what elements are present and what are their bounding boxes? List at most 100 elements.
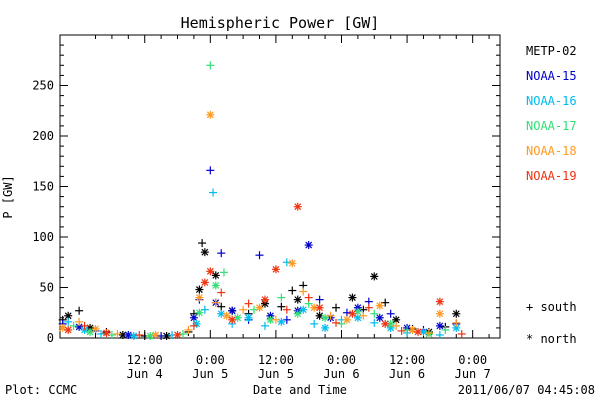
- data-point-noaa-19-south: [364, 303, 373, 312]
- data-point-noaa-16-north: [321, 323, 330, 332]
- data-point-noaa-17-south: [337, 319, 346, 328]
- data-point-noaa-15-south: [315, 295, 324, 304]
- data-point-noaa-17-north: [293, 309, 302, 318]
- data-point-metp-02-south: [75, 306, 84, 315]
- x-tick-time: 12:00: [389, 353, 425, 367]
- x-tick-date: Jun 7: [455, 367, 491, 381]
- data-point-noaa-19-south: [189, 321, 198, 330]
- x-tick-date: Jun 6: [323, 367, 359, 381]
- x-tick-time: 0:00: [196, 353, 225, 367]
- plot-timestamp: 2011/06/07 04:45:08: [458, 383, 595, 397]
- data-point-noaa-18-south: [359, 311, 368, 320]
- data-point-noaa-16-north: [129, 331, 138, 340]
- data-point-noaa-16-north: [299, 305, 308, 314]
- data-point-noaa-17-north: [211, 281, 220, 290]
- data-point-noaa-19-north: [173, 330, 182, 339]
- data-point-metp-02-north: [200, 248, 209, 257]
- data-point-noaa-18-south: [184, 325, 193, 334]
- data-point-noaa-18-south: [392, 321, 401, 330]
- x-tick-time: 12:00: [127, 353, 163, 367]
- data-point-noaa-18-south: [271, 315, 280, 324]
- data-point-noaa-18-north: [222, 311, 231, 320]
- data-point-noaa-17-south: [219, 268, 228, 277]
- data-point-noaa-19-north: [64, 325, 73, 334]
- data-point-noaa-15-south: [386, 309, 395, 318]
- data-point-noaa-18-south: [326, 311, 335, 320]
- data-point-noaa-16-north: [277, 317, 286, 326]
- plot-frame: [59, 34, 501, 339]
- data-point-noaa-16-south: [370, 318, 379, 327]
- data-point-metp-02-north: [162, 331, 171, 340]
- data-point-noaa-16-south: [310, 319, 319, 328]
- data-point-noaa-15-south: [255, 251, 264, 260]
- data-point-noaa-17-south: [206, 61, 215, 70]
- data-point-noaa-18-south: [239, 305, 248, 314]
- data-point-noaa-19-south: [244, 299, 253, 308]
- data-point-noaa-19-north: [293, 202, 302, 211]
- data-point-metp-02-north: [195, 285, 204, 294]
- data-point-noaa-19-south: [80, 321, 89, 330]
- data-point-noaa-19-north: [348, 309, 357, 318]
- data-point-noaa-18-south: [299, 287, 308, 296]
- data-point-noaa-18-south: [211, 298, 220, 307]
- data-point-noaa-18-north: [288, 259, 297, 268]
- data-point-noaa-19-north: [435, 297, 444, 306]
- data-point-noaa-19-north: [200, 278, 209, 287]
- data-point-metp-02-north: [370, 272, 379, 281]
- data-point-noaa-18-north: [255, 303, 264, 312]
- x-tick-date: Jun 5: [192, 367, 228, 381]
- y-tick-label: 50: [40, 281, 54, 295]
- x-axis-label: Date and Time: [253, 383, 347, 397]
- data-point-noaa-17-south: [277, 293, 286, 302]
- data-point-noaa-18-north: [342, 315, 351, 324]
- data-point-noaa-16-south: [209, 188, 218, 197]
- data-point-noaa-15-north: [124, 330, 133, 339]
- data-point-noaa-17-north: [266, 315, 275, 324]
- data-point-noaa-17-north: [146, 331, 155, 340]
- y-axis-label: P [GW]: [1, 175, 15, 218]
- data-point-noaa-19-north: [381, 319, 390, 328]
- y-axis: 0 50 100 150 200 250: [32, 44, 500, 345]
- data-point-noaa-15-south: [157, 331, 166, 340]
- chart-title: Hemispheric Power [GW]: [181, 14, 380, 32]
- data-point-noaa-19-north: [228, 315, 237, 324]
- data-points: [58, 61, 466, 340]
- data-point-noaa-18-north: [195, 293, 204, 302]
- data-point-noaa-19-north: [206, 267, 215, 276]
- data-point-noaa-17-south: [370, 309, 379, 318]
- y-tick-label: 150: [32, 180, 54, 194]
- data-point-noaa-17-south: [178, 329, 187, 338]
- data-point-noaa-16-south: [96, 329, 105, 338]
- data-point-noaa-19-south: [304, 293, 313, 302]
- data-point-noaa-17-south: [69, 321, 78, 330]
- data-point-metp-02-south: [288, 286, 297, 295]
- x-tick-time: 0:00: [458, 353, 487, 367]
- data-point-noaa-16-south: [435, 330, 444, 339]
- data-point-noaa-16-north: [244, 313, 253, 322]
- y-tick-label: 0: [47, 331, 54, 345]
- marker-legend-south: + south: [526, 300, 577, 314]
- y-tick-label: 250: [32, 79, 54, 93]
- data-point-metp-02-north: [293, 295, 302, 304]
- data-point-noaa-15-north: [375, 313, 384, 322]
- data-point-noaa-18-north: [375, 301, 384, 310]
- data-point-metp-02-south: [332, 303, 341, 312]
- data-point-metp-02-north: [452, 309, 461, 318]
- data-point-noaa-19-south: [135, 330, 144, 339]
- data-point-noaa-18-north: [91, 324, 100, 333]
- data-point-noaa-18-south: [424, 328, 433, 337]
- data-point-noaa-18-north: [151, 330, 160, 339]
- data-point-noaa-17-north: [321, 313, 330, 322]
- legend-item-noaa-19: NOAA-19: [526, 169, 577, 183]
- legend: METP-02 NOAA-15 NOAA-16 NOAA-17 NOAA-18 NOAA-…: [526, 44, 577, 183]
- legend-item-noaa-18: NOAA-18: [526, 144, 577, 158]
- y-tick-label: 100: [32, 230, 54, 244]
- legend-item-noaa-15: NOAA-15: [526, 69, 577, 83]
- data-point-noaa-19-south: [457, 329, 466, 338]
- x-tick-date: Jun 5: [258, 367, 294, 381]
- plot-credit: Plot: CCMC: [5, 383, 77, 397]
- data-point-noaa-19-north: [271, 265, 280, 274]
- data-point-noaa-16-north: [452, 323, 461, 332]
